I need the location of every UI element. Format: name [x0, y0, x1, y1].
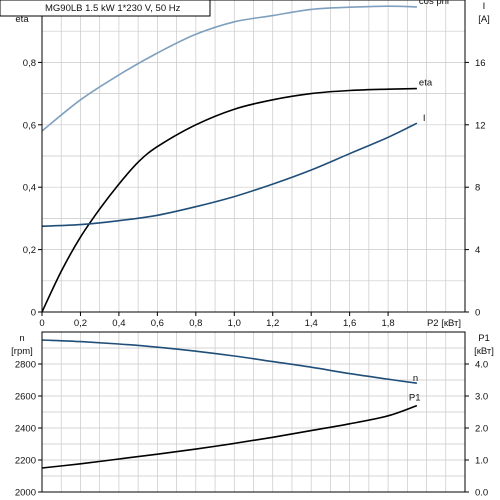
series-label-p1: P1: [409, 393, 421, 404]
y-left-tick-label: 2600: [15, 392, 36, 403]
y-right-tick-label: 0.0: [475, 488, 488, 499]
series-line-i: [41, 122, 418, 227]
frame-layer: [38, 0, 469, 493]
y-right-tick-label: 8: [475, 183, 480, 194]
chart-title: MG90LB 1.5 kW 1*230 V, 50 Hz: [45, 3, 181, 14]
x-tick-label: 0,8: [189, 318, 202, 329]
y-right-tick-label: 0: [475, 308, 480, 319]
y-left-tick-label: 2000: [15, 488, 36, 499]
series-line-eta: [41, 87, 417, 313]
y-left-axis-label: [rpm]: [11, 346, 33, 357]
label-layer: 0 0,2 0,4 0,6 0,8 0 4 8 12 16 cos phi eta I [A] 0 0,2 0,…: [7, 0, 494, 499]
series-line-n: [41, 339, 418, 384]
y-left-tick-label: 0,8: [23, 58, 36, 69]
y-right-axis-label: [A]: [478, 14, 490, 25]
y-left-tick-label: 0: [31, 308, 36, 319]
y-left-tick-label: 2200: [15, 456, 36, 467]
series-label-i: I: [423, 113, 426, 124]
series-line-cos-phi: [41, 5, 417, 132]
y-left-tick-label: 0,4: [23, 183, 36, 194]
x-tick-label: 0: [39, 318, 44, 329]
x-tick-label: 0,6: [151, 318, 164, 329]
title-box: [0, 0, 211, 17]
y-right-tick-label: 4: [475, 245, 480, 256]
x-tick-label: 1,2: [266, 318, 279, 329]
x-tick-label: 1,8: [381, 318, 394, 329]
y-right-tick-label: 12: [475, 120, 486, 131]
plot-frame: [41, 0, 466, 313]
y-left-axis-label: eta: [15, 14, 29, 25]
y-left-tick-label: 0,2: [23, 245, 36, 256]
y-right-tick-label: 3.0: [475, 392, 488, 403]
y-left-tick-label: 0,6: [23, 120, 36, 131]
x-tick-label: 1,4: [305, 318, 318, 329]
y-right-tick-label: 16: [475, 58, 486, 69]
series-label-cos-phi: cos phi: [419, 0, 449, 7]
series-label-n: n: [413, 373, 418, 384]
x-axis-label: P2 [кВт]: [427, 318, 461, 329]
y-right-tick-label: 4.0: [475, 360, 488, 371]
grid-layer: [41, 0, 466, 493]
x-tick-label: 1,6: [343, 318, 356, 329]
y-left-tick-label: 2400: [15, 424, 36, 435]
y-left-tick-label: 2800: [15, 360, 36, 371]
series-label-eta: eta: [419, 78, 433, 89]
y-right-axis-label: [кВт]: [474, 346, 494, 357]
y-right-axis-label: P1: [478, 333, 490, 344]
x-tick-label: 0,2: [74, 318, 87, 329]
series-line-p1: [41, 404, 418, 469]
curve-layer: [41, 5, 418, 469]
y-right-tick-label: 2.0: [475, 424, 488, 435]
plot-frame: [41, 331, 466, 493]
y-right-axis-label: I: [483, 1, 486, 12]
y-right-tick-label: 1.0: [475, 456, 488, 467]
y-left-axis-label: n: [19, 333, 24, 344]
x-tick-label: 0,4: [112, 318, 125, 329]
x-tick-label: 1,0: [228, 318, 241, 329]
